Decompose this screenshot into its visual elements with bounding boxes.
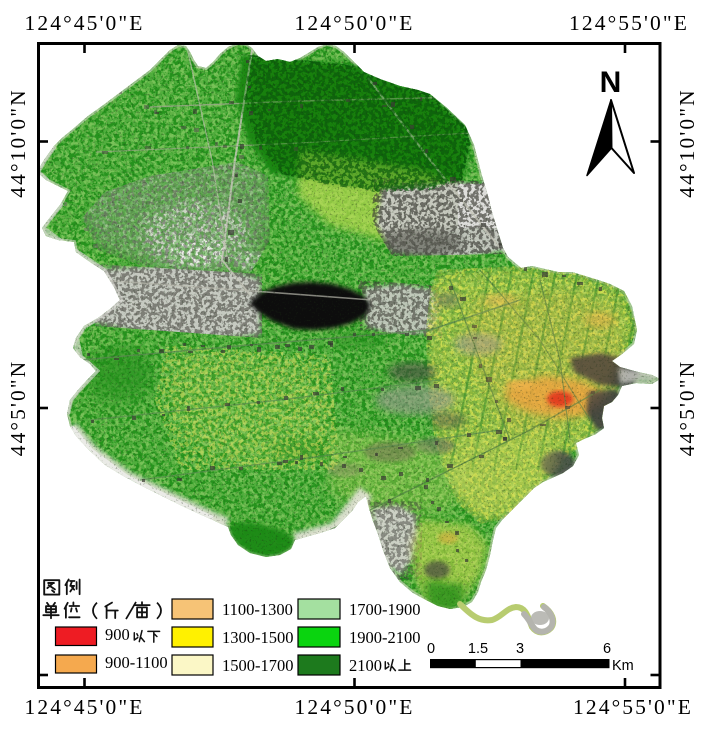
svg-text:1100-1300: 1100-1300 bbox=[222, 600, 293, 619]
svg-text:N: N bbox=[600, 66, 622, 99]
svg-text:44°10'0"N: 44°10'0"N bbox=[675, 88, 699, 197]
svg-text:1.5: 1.5 bbox=[468, 641, 488, 657]
svg-text:1900-2100: 1900-2100 bbox=[349, 628, 421, 647]
svg-text:124°55'0"E: 124°55'0"E bbox=[573, 695, 693, 719]
svg-text:124°50'0"E: 124°50'0"E bbox=[295, 695, 415, 719]
svg-text:1300-1500: 1300-1500 bbox=[222, 628, 294, 647]
svg-text:1500-1700: 1500-1700 bbox=[222, 656, 294, 675]
svg-text:2100: 2100 bbox=[349, 656, 382, 675]
svg-text:900: 900 bbox=[105, 625, 130, 644]
svg-text:124°55'0"E: 124°55'0"E bbox=[569, 11, 689, 35]
svg-text:3: 3 bbox=[516, 641, 524, 657]
svg-text:0: 0 bbox=[427, 641, 435, 657]
svg-text:124°50'0"E: 124°50'0"E bbox=[295, 11, 415, 35]
svg-text:44°10'0"N: 44°10'0"N bbox=[6, 88, 30, 197]
svg-text:44°5'0"N: 44°5'0"N bbox=[675, 360, 699, 457]
svg-text:44°5'0"N: 44°5'0"N bbox=[6, 360, 30, 457]
svg-text:900-1100: 900-1100 bbox=[105, 653, 168, 672]
svg-text:124°45'0"E: 124°45'0"E bbox=[25, 695, 145, 719]
svg-text:1700-1900: 1700-1900 bbox=[349, 600, 421, 619]
svg-text:6: 6 bbox=[603, 641, 611, 657]
svg-text:124°45'0"E: 124°45'0"E bbox=[25, 11, 145, 35]
svg-text:Km: Km bbox=[612, 658, 634, 674]
